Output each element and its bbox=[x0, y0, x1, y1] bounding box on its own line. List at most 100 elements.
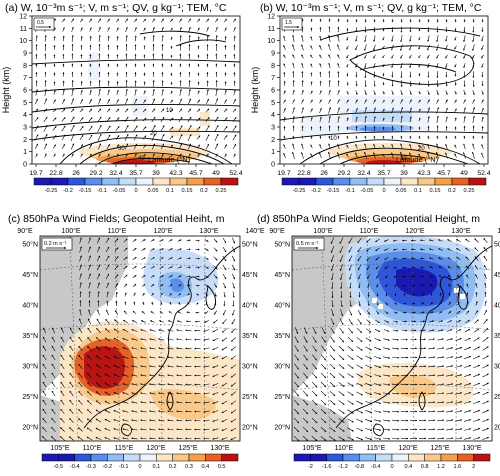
wind-vector bbox=[382, 135, 385, 140]
wind-vector bbox=[409, 152, 412, 159]
colorbar-box bbox=[101, 177, 120, 186]
wind-vector bbox=[214, 133, 219, 142]
wind-vector bbox=[418, 54, 421, 59]
wind-vector bbox=[53, 27, 56, 32]
wind-vector bbox=[463, 35, 466, 42]
panel-b-x-ticks: 19.7 22.8 26 29.2 32.4 35.7 39 42.3 45.7 49 52.4 bbox=[277, 164, 491, 177]
y-tick-label: 12 bbox=[267, 14, 275, 21]
wind-vector bbox=[178, 108, 183, 113]
wind-vector bbox=[197, 90, 200, 95]
wind-vector bbox=[463, 143, 466, 150]
wind-vector bbox=[97, 124, 102, 132]
wind-vector bbox=[52, 135, 57, 140]
wind-vector bbox=[123, 247, 128, 252]
wind-vector bbox=[292, 107, 295, 114]
wind-vector bbox=[454, 99, 457, 104]
x-tick-label: 32.4 bbox=[357, 170, 370, 177]
wind-vector bbox=[168, 266, 173, 269]
wind-vector bbox=[391, 152, 394, 159]
wind-vector bbox=[400, 90, 403, 96]
left-tick-label: 45°N bbox=[22, 271, 38, 279]
wind-vector bbox=[232, 282, 235, 289]
wind-vector bbox=[52, 126, 57, 131]
wind-vector bbox=[292, 79, 295, 87]
wind-vector bbox=[232, 125, 237, 132]
wind-vector bbox=[141, 248, 146, 251]
wind-vector bbox=[205, 108, 210, 113]
wind-vector bbox=[187, 125, 192, 132]
panel-b-ylabel: Height (km) bbox=[250, 67, 260, 114]
wind-vector bbox=[71, 88, 74, 97]
wind-vector bbox=[427, 44, 430, 51]
wind-vector bbox=[481, 90, 484, 95]
wind-vector bbox=[44, 34, 47, 42]
wind-vector bbox=[169, 117, 174, 122]
wind-vector bbox=[152, 26, 155, 32]
wind-vector bbox=[206, 35, 209, 42]
wind-vector bbox=[179, 153, 182, 158]
wind-vector bbox=[472, 135, 475, 140]
wind-vector bbox=[159, 275, 164, 278]
wind-vector bbox=[141, 257, 146, 260]
wind-vector bbox=[114, 256, 119, 261]
wind-vector bbox=[150, 257, 155, 260]
wind-vector bbox=[364, 18, 367, 23]
wind-vector bbox=[328, 34, 331, 43]
wind-vector bbox=[115, 108, 120, 113]
wind-vector bbox=[319, 143, 322, 149]
wind-vector bbox=[463, 152, 466, 159]
wind-vector bbox=[301, 34, 304, 42]
wind-vector bbox=[319, 116, 322, 123]
wind-vector bbox=[88, 264, 91, 271]
wind-vector bbox=[373, 107, 376, 114]
wind-vector bbox=[222, 255, 227, 262]
wind-vector bbox=[223, 126, 228, 131]
colorbar-box bbox=[281, 177, 300, 186]
wind-vector bbox=[62, 153, 65, 158]
colorbar-box bbox=[440, 453, 458, 462]
wind-vector bbox=[391, 44, 394, 51]
wind-vector bbox=[409, 116, 412, 123]
wind-vector bbox=[233, 27, 236, 32]
colorbar-tick-label: 0.1 bbox=[166, 188, 174, 194]
wind-vector bbox=[409, 44, 412, 51]
wind-vector bbox=[427, 80, 430, 87]
wind-vector bbox=[283, 90, 286, 95]
wind-vector bbox=[337, 143, 340, 150]
wind-vector bbox=[142, 108, 147, 113]
wind-vector bbox=[179, 89, 182, 96]
wind-vector bbox=[292, 143, 295, 150]
wind-vector bbox=[133, 117, 138, 122]
wind-vector bbox=[223, 144, 228, 149]
wind-vector bbox=[310, 135, 313, 140]
wind-vector bbox=[224, 27, 227, 32]
wind-vector bbox=[391, 135, 394, 140]
wind-vector bbox=[481, 63, 484, 68]
x-tick-label: 22.8 bbox=[49, 170, 62, 177]
wind-vector bbox=[213, 256, 218, 261]
wind-vector bbox=[400, 151, 403, 160]
wind-vector bbox=[337, 152, 340, 159]
wind-vector bbox=[355, 54, 358, 59]
wind-vector bbox=[355, 152, 358, 159]
wind-vector bbox=[178, 125, 183, 132]
wind-vector bbox=[310, 63, 313, 68]
wind-vector bbox=[373, 35, 376, 42]
colorbar-box bbox=[473, 453, 491, 462]
left-tick-label: 30°N bbox=[22, 363, 38, 371]
wind-vector bbox=[382, 99, 385, 104]
wind-vector bbox=[195, 284, 200, 287]
wind-vector bbox=[222, 264, 227, 271]
wind-vector bbox=[89, 35, 92, 41]
wind-vector bbox=[292, 89, 295, 95]
wind-vector bbox=[35, 35, 38, 42]
wind-vector bbox=[44, 88, 47, 96]
wind-vector bbox=[125, 88, 128, 96]
wind-vector bbox=[418, 153, 421, 158]
wind-vector bbox=[79, 144, 84, 149]
panel-d-colorbar: -2 -1.6 -1.2 -0.8 -0.4 0 0.4 0.8 1.2 1.6 2 bbox=[293, 453, 491, 470]
wind-vector bbox=[88, 18, 93, 23]
wind-vector bbox=[53, 36, 56, 41]
colorbar-box bbox=[172, 453, 190, 462]
wind-vector bbox=[143, 153, 146, 158]
